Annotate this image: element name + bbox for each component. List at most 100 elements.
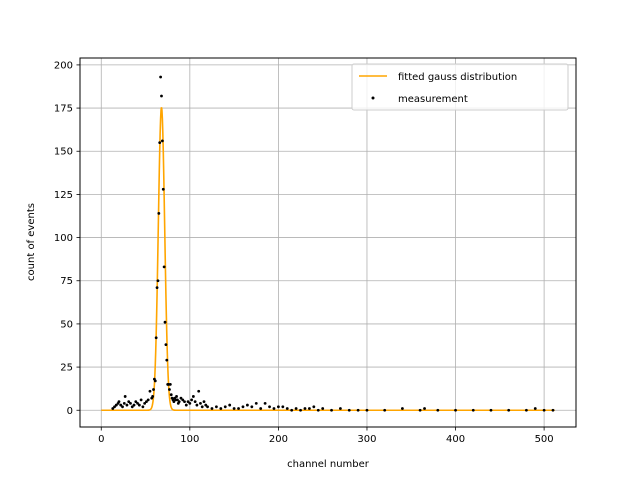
data-point: [533, 407, 537, 410]
legend-box: [351, 63, 569, 111]
data-point: [193, 400, 197, 404]
data-point: [551, 408, 555, 412]
data-point: [111, 407, 115, 410]
data-point: [163, 320, 167, 324]
data-point: [254, 401, 258, 405]
data-point: [117, 400, 121, 404]
data-point: [285, 407, 289, 410]
data-point: [154, 336, 158, 340]
y-axis-ticks: 0 25 50 75 100 125 150 175 200: [54, 60, 80, 417]
data-point: [204, 403, 208, 407]
data-point: [123, 395, 127, 398]
data-point: [195, 403, 199, 407]
data-point: [186, 400, 190, 404]
x-axis-label: channel number: [287, 459, 370, 470]
data-point: [339, 407, 342, 410]
data-point: [232, 407, 236, 410]
data-point: [316, 408, 320, 412]
data-point: [197, 389, 201, 393]
y-tick-label: 75: [60, 276, 73, 287]
data-point: [168, 388, 171, 391]
y-tick-label: 125: [54, 190, 73, 201]
data-point: [160, 139, 164, 143]
data-point: [157, 212, 161, 215]
data-point: [152, 388, 155, 391]
data-point: [130, 405, 134, 409]
y-tick-label: 175: [54, 104, 73, 115]
data-point: [436, 408, 440, 412]
data-point: [132, 403, 136, 407]
data-point: [119, 403, 123, 407]
data-point: [175, 395, 178, 398]
x-tick-label: 200: [269, 434, 288, 445]
y-tick-label: 25: [60, 363, 73, 374]
data-point: [121, 405, 124, 409]
data-point: [250, 405, 254, 409]
data-point: [241, 405, 245, 409]
data-point: [321, 407, 325, 410]
data-point: [141, 405, 145, 409]
data-point: [190, 398, 194, 402]
data-point: [191, 395, 195, 398]
data-point: [184, 403, 188, 407]
data-point: [134, 400, 138, 404]
data-point: [237, 407, 240, 410]
legend: fitted gauss distribution measurement: [351, 63, 569, 111]
data-point: [268, 405, 271, 409]
data-point: [153, 379, 157, 383]
data-point: [114, 403, 118, 407]
data-point: [158, 141, 162, 145]
data-point: [294, 407, 298, 410]
data-point: [136, 401, 139, 405]
data-point: [210, 407, 214, 410]
data-point: [159, 75, 163, 79]
data-point: [122, 401, 126, 405]
data-point: [143, 401, 147, 405]
data-point: [199, 401, 202, 405]
data-point: [246, 403, 249, 407]
data-point: [303, 407, 307, 410]
y-axis-label: count of events: [26, 203, 37, 281]
measurement-points: [111, 75, 555, 412]
data-point: [155, 286, 159, 290]
data-point: [383, 408, 387, 412]
legend-fit-label: fitted gauss distribution: [398, 72, 517, 83]
data-point: [330, 408, 333, 412]
y-tick-label: 150: [54, 147, 73, 158]
data-point: [525, 408, 528, 412]
data-point: [145, 400, 148, 404]
x-tick-label: 400: [446, 434, 465, 445]
data-point: [169, 393, 173, 397]
data-point: [176, 398, 179, 402]
data-point: [215, 405, 218, 409]
fit-curve-layer: [101, 107, 555, 412]
data-point: [162, 265, 166, 269]
data-point: [179, 396, 183, 400]
legend-measurement-label: measurement: [398, 94, 468, 105]
data-point: [125, 403, 129, 407]
y-tick-label: 50: [60, 319, 73, 330]
data-point: [177, 400, 181, 404]
data-point: [172, 400, 176, 404]
data-point: [308, 407, 311, 410]
data-point: [423, 407, 426, 410]
x-tick-label: 0: [98, 434, 104, 445]
data-point: [542, 408, 546, 412]
data-point: [113, 405, 116, 409]
data-point: [146, 398, 150, 402]
data-point: [401, 407, 404, 410]
data-point: [200, 405, 204, 409]
data-point: [160, 94, 163, 98]
data-point: [219, 407, 223, 410]
data-point: [139, 398, 143, 402]
data-point: [489, 408, 493, 412]
data-point: [188, 401, 192, 405]
y-tick-label: 200: [54, 60, 73, 71]
data-point: [454, 408, 457, 412]
plot-frame: [79, 57, 577, 428]
data-point: [202, 400, 206, 404]
data-point: [183, 400, 186, 404]
data-point: [356, 408, 360, 412]
data-point: [290, 408, 294, 412]
